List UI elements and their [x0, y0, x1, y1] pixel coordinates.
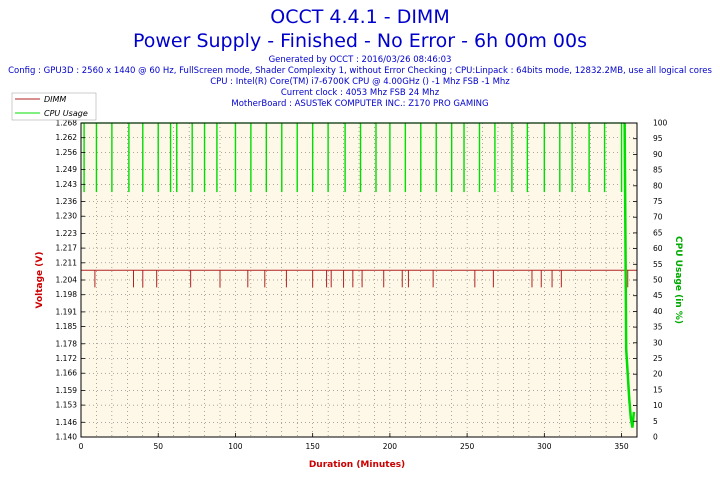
- chart-title: OCCT 4.4.1 - DIMM: [270, 6, 450, 28]
- y2-tick-label: 70: [653, 213, 663, 222]
- series-cpu-usage: [81, 122, 636, 428]
- y2-tick-label: 45: [653, 291, 663, 300]
- y-tick-label: 1.249: [56, 165, 78, 174]
- y2-tick-label: 40: [653, 307, 663, 316]
- y-tick-label: 1.198: [56, 290, 78, 299]
- x-tick-label: 150: [306, 442, 321, 451]
- tick-labels: 1.140 1.146 1.153 1.159 1.166 1.172 1.178 1.185…: [56, 119, 668, 452]
- y-tick-label: 1.262: [56, 133, 78, 142]
- x-tick-label: 250: [460, 442, 475, 451]
- y2-tick-label: 95: [653, 134, 663, 143]
- legend-dimm-label: DIMM: [44, 95, 66, 104]
- config-info: Config : GPU3D : 2560 x 1440 @ 60 Hz, Fu…: [8, 66, 712, 76]
- y-tick-label: 1.146: [56, 418, 78, 427]
- y2-axis-label: CPU Usage (in %): [673, 236, 683, 324]
- y-tick-label: 1.191: [56, 307, 78, 316]
- y2-tick-label: 0: [653, 433, 658, 442]
- y-tick-label: 1.211: [56, 258, 78, 267]
- x-tick-label: 0: [79, 442, 84, 451]
- y-tick-label: 1.153: [56, 401, 78, 410]
- y2-tick-label: 5: [653, 417, 658, 426]
- y2-tick-label: 75: [653, 197, 663, 206]
- y-tick-label: 1.172: [56, 354, 78, 363]
- y-tick-label: 1.236: [56, 197, 78, 206]
- y-axis-label: Voltage (V): [35, 252, 45, 309]
- y2-tick-label: 30: [653, 338, 663, 347]
- y2-tick-label: 85: [653, 166, 663, 175]
- y-tick-label: 1.256: [56, 148, 78, 157]
- x-axis-label: Duration (Minutes): [309, 460, 405, 470]
- y-tick-label: 1.140: [56, 433, 78, 442]
- cpu-usage-final-drop: [623, 122, 636, 428]
- chart-subtitle: Power Supply - Finished - No Error - 6h …: [132, 30, 588, 52]
- y2-tick-label: 50: [653, 276, 663, 285]
- x-tick-label: 350: [614, 442, 629, 451]
- y2-tick-label: 20: [653, 370, 663, 379]
- y2-tick-label: 15: [653, 385, 663, 394]
- cpu-info: CPU : Intel(R) Core(TM) i7-6700K CPU @ 4…: [210, 77, 510, 87]
- y-tick-label: 1.178: [56, 339, 78, 348]
- y-tick-label: 1.223: [56, 229, 78, 238]
- x-tick-label: 200: [383, 442, 398, 451]
- y-tick-label: 1.204: [56, 276, 78, 285]
- y-tick-label: 1.243: [56, 180, 78, 189]
- x-tick-label: 50: [153, 442, 163, 451]
- legend-box: [11, 92, 97, 121]
- y2-tick-label: 100: [653, 119, 668, 128]
- y-tick-label: 1.166: [56, 369, 78, 378]
- plot-frame: [80, 122, 638, 438]
- axes: [80, 122, 638, 438]
- y2-tick-label: 60: [653, 244, 663, 253]
- y2-tick-label: 80: [653, 181, 663, 190]
- legend-cpu-label: CPU Usage: [44, 109, 88, 118]
- generated-info: Generated by OCCT : 2016/03/26 08:46:03: [268, 55, 452, 65]
- y-tick-label: 1.230: [56, 212, 78, 221]
- legend: DIMM CPU Usage: [11, 92, 97, 121]
- y2-tick-label: 65: [653, 228, 663, 237]
- y2-tick-label: 55: [653, 260, 663, 269]
- clock-info: Current clock : 4053 Mhz FSB 24 Mhz: [280, 88, 440, 98]
- y2-tick-label: 90: [653, 150, 663, 159]
- series-dimm: [81, 269, 637, 288]
- y-tick-label: 1.217: [56, 244, 78, 253]
- y2-tick-label: 10: [653, 401, 663, 410]
- y-tick-label: 1.159: [56, 386, 78, 395]
- x-tick-label: 300: [537, 442, 552, 451]
- y2-tick-label: 35: [653, 323, 663, 332]
- x-tick-label: 100: [228, 442, 243, 451]
- motherboard-info: MotherBoard : ASUSTeK COMPUTER INC.: Z17…: [231, 99, 489, 109]
- y2-tick-label: 25: [653, 354, 663, 363]
- y-tick-label: 1.268: [56, 119, 78, 128]
- y-tick-label: 1.185: [56, 322, 78, 331]
